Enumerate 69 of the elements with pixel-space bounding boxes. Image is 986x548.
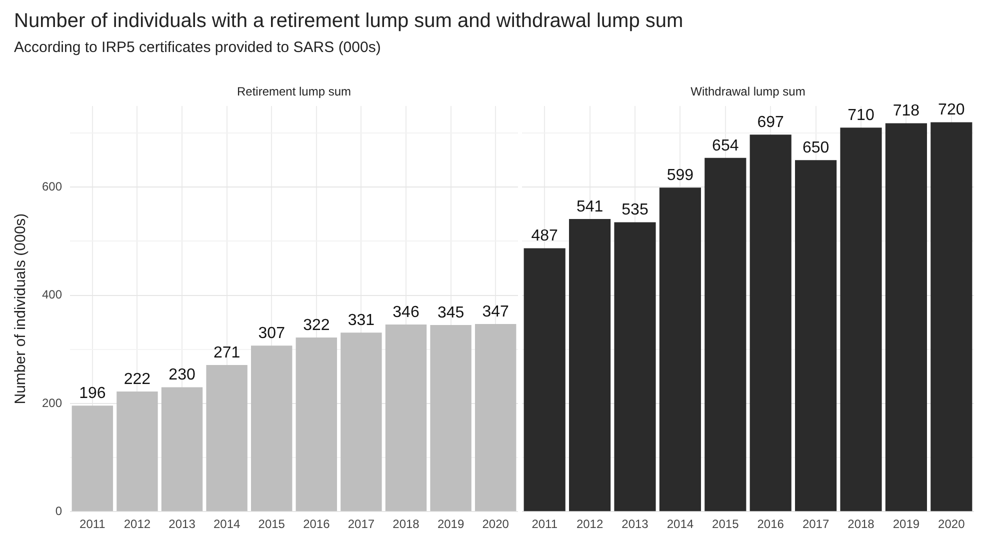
data-label: 710 <box>848 107 874 124</box>
data-label: 196 <box>79 385 106 402</box>
bar <box>659 188 701 512</box>
x-tick-label: 2013 <box>168 517 196 532</box>
x-tick-label: 2017 <box>348 517 375 532</box>
bar <box>430 325 472 512</box>
bar <box>385 324 427 512</box>
bar <box>614 222 656 512</box>
x-tick-label: 2020 <box>938 517 966 532</box>
y-tick-label: 200 <box>42 396 62 410</box>
bar <box>569 219 611 512</box>
x-tick-label: 2012 <box>576 517 604 532</box>
bar <box>474 324 516 512</box>
data-label: 650 <box>802 139 830 156</box>
x-tick-label: 2011 <box>80 517 106 532</box>
x-tick-label: 2019 <box>892 517 920 532</box>
data-label: 347 <box>482 303 510 320</box>
data-label: 271 <box>213 344 240 362</box>
bar <box>885 123 927 512</box>
data-label: 654 <box>712 137 739 154</box>
x-tick-label: 2014 <box>666 517 694 532</box>
chart-subtitle: According to IRP5 certificates provided to SARS (000s) <box>14 39 382 56</box>
bar <box>116 392 158 512</box>
data-label: 720 <box>938 102 965 119</box>
data-label: 697 <box>757 114 784 132</box>
bar <box>840 128 882 512</box>
y-tick-label: 400 <box>42 288 62 302</box>
data-label: 599 <box>666 167 694 184</box>
x-tick-label: 2018 <box>848 517 875 532</box>
x-tick-label: 2018 <box>392 517 420 532</box>
bar <box>704 158 746 512</box>
y-tick-label: 600 <box>42 179 62 194</box>
bar <box>930 122 972 512</box>
bar <box>340 332 382 512</box>
x-tick-label: 2015 <box>712 517 740 532</box>
bar <box>161 387 203 512</box>
x-tick-label: 2020 <box>482 517 510 532</box>
x-tick-label: 2013 <box>622 517 649 532</box>
x-tick-label: 2016 <box>757 517 784 532</box>
chart-title: Number of individuals with a retirement lump sum and withdrawal lump sum <box>14 9 684 33</box>
data-label: 322 <box>303 316 330 334</box>
bar <box>524 248 566 512</box>
data-label: 718 <box>892 102 920 120</box>
data-label: 541 <box>576 198 604 216</box>
x-tick-label: 2011 <box>532 517 558 532</box>
y-tick-label: 0 <box>55 504 62 518</box>
data-label: 535 <box>622 202 648 219</box>
data-label: 487 <box>531 228 558 245</box>
bar <box>750 134 792 512</box>
x-tick-label: 2016 <box>303 517 330 532</box>
y-axis-title: Number of individuals (000s) <box>12 213 30 404</box>
x-tick-label: 2015 <box>258 517 286 532</box>
data-label: 331 <box>348 312 375 329</box>
data-label: 222 <box>124 370 151 388</box>
bar <box>72 406 114 512</box>
data-label: 230 <box>168 366 196 384</box>
text: Retirement lump sum <box>236 84 352 98</box>
x-tick-label: 2012 <box>124 517 151 532</box>
bar <box>206 365 248 512</box>
bar <box>251 346 292 512</box>
x-tick-label: 2019 <box>437 517 464 532</box>
data-label: 346 <box>392 304 420 321</box>
data-label: 345 <box>437 304 464 322</box>
x-tick-label: 2014 <box>213 517 240 532</box>
data-label: 307 <box>258 324 286 342</box>
x-tick-label: 2017 <box>802 517 830 532</box>
bar <box>296 337 338 512</box>
text: Withdrawal lump sum <box>690 84 806 98</box>
bar <box>795 160 837 512</box>
